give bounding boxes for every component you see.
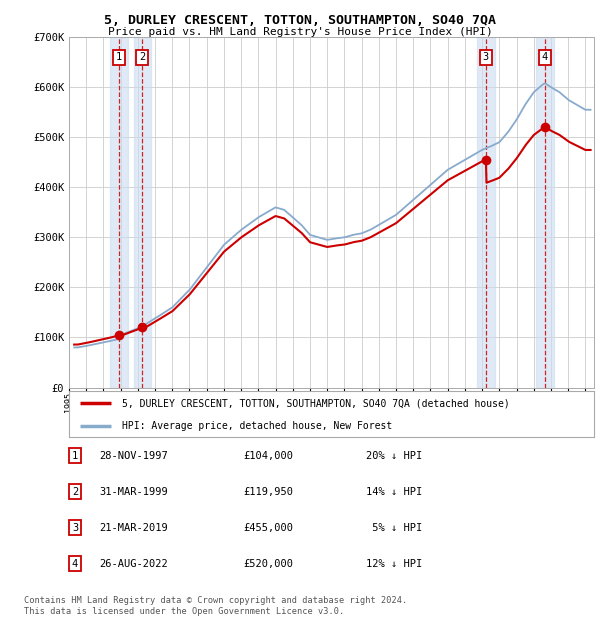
Text: 4: 4 [72,559,78,569]
Text: 26-AUG-2022: 26-AUG-2022 [99,559,168,569]
Text: 28-NOV-1997: 28-NOV-1997 [99,451,168,461]
Text: 5% ↓ HPI: 5% ↓ HPI [366,523,422,533]
Bar [134,37,151,387]
Text: £119,950: £119,950 [243,487,293,497]
Bar [477,37,494,387]
Text: 2: 2 [139,52,145,62]
Text: Contains HM Land Registry data © Crown copyright and database right 2024.
This d: Contains HM Land Registry data © Crown c… [24,596,407,616]
Text: £455,000: £455,000 [243,523,293,533]
Text: HPI: Average price, detached house, New Forest: HPI: Average price, detached house, New … [121,421,392,431]
Text: 20% ↓ HPI: 20% ↓ HPI [366,451,422,461]
Text: 4: 4 [542,52,548,62]
Text: £520,000: £520,000 [243,559,293,569]
Text: Price paid vs. HM Land Registry's House Price Index (HPI): Price paid vs. HM Land Registry's House … [107,27,493,37]
Text: 1: 1 [116,52,122,62]
Text: 14% ↓ HPI: 14% ↓ HPI [366,487,422,497]
Bar [536,37,554,387]
Text: 31-MAR-1999: 31-MAR-1999 [99,487,168,497]
Text: 1: 1 [72,451,78,461]
Text: 3: 3 [72,523,78,533]
Bar [110,37,128,387]
Text: 5, DURLEY CRESCENT, TOTTON, SOUTHAMPTON, SO40 7QA (detached house): 5, DURLEY CRESCENT, TOTTON, SOUTHAMPTON,… [121,398,509,408]
Text: £104,000: £104,000 [243,451,293,461]
Text: 5, DURLEY CRESCENT, TOTTON, SOUTHAMPTON, SO40 7QA: 5, DURLEY CRESCENT, TOTTON, SOUTHAMPTON,… [104,14,496,27]
Text: 12% ↓ HPI: 12% ↓ HPI [366,559,422,569]
Text: 3: 3 [483,52,489,62]
Text: 21-MAR-2019: 21-MAR-2019 [99,523,168,533]
Text: 2: 2 [72,487,78,497]
